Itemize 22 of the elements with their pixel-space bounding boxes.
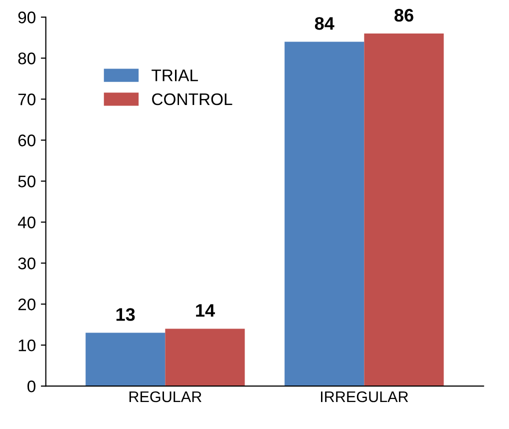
x-tick-label: IRREGULAR — [321, 391, 408, 402]
legend-label: TRIAL — [152, 70, 198, 82]
y-tick-label: 50 — [18, 176, 36, 188]
bar — [364, 34, 444, 386]
data-label: 84 — [314, 17, 334, 30]
y-tick-label: 80 — [18, 52, 36, 64]
data-label: 13 — [116, 308, 135, 321]
y-tick-label: 90 — [18, 12, 36, 24]
bar — [284, 42, 364, 386]
x-tick-label: REGULAR — [130, 391, 202, 402]
data-label: 86 — [394, 8, 414, 22]
y-tick-label: 20 — [18, 298, 36, 310]
legend-label: CONTROL — [152, 93, 232, 106]
y-tick-label: 30 — [18, 258, 36, 270]
y-tick-label: 0 — [27, 380, 36, 392]
data-label: 14 — [196, 304, 215, 317]
y-tick-label: 40 — [18, 216, 36, 228]
y-tick-label: 70 — [18, 94, 36, 106]
bar — [86, 332, 166, 386]
bar — [165, 328, 245, 386]
y-tick-label: 60 — [18, 134, 36, 146]
y-tick-label: 10 — [18, 340, 36, 352]
